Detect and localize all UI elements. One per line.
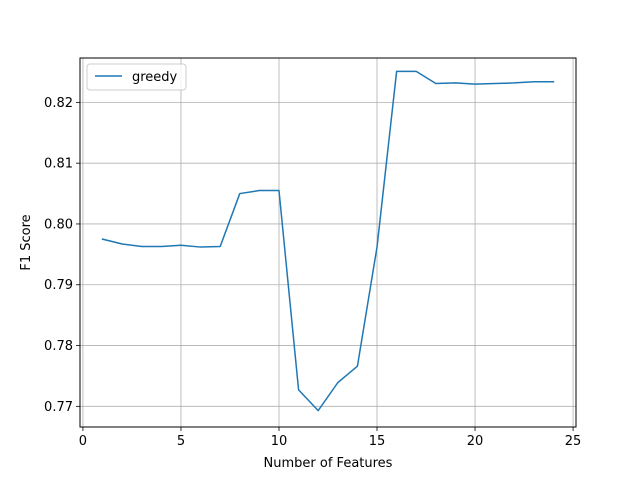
y-tick-label: 0.82 xyxy=(44,96,73,111)
legend-box xyxy=(86,63,187,91)
x-tick-label: 20 xyxy=(467,434,484,449)
x-tick-label: 25 xyxy=(565,434,582,449)
grid xyxy=(80,58,576,427)
ticks: 0 5 10 15 20 25 0.77 0.78 0.79 0.80 0.81 0.82 xyxy=(44,96,581,449)
legend: greedy xyxy=(86,63,187,91)
legend-entry-greedy: greedy xyxy=(132,70,178,85)
plot-area xyxy=(101,70,555,412)
y-tick-label: 0.79 xyxy=(44,278,73,293)
series-line-greedy xyxy=(101,70,555,412)
y-tick-label: 0.77 xyxy=(44,400,73,415)
y-tick-label: 0.80 xyxy=(44,217,73,232)
x-tick-label: 15 xyxy=(369,434,386,449)
y-axis-label: F1 Score xyxy=(19,214,34,270)
y-tick-label: 0.81 xyxy=(44,157,73,172)
x-tick-label: 5 xyxy=(177,434,185,449)
x-tick-label: 0 xyxy=(79,434,87,449)
x-tick-label: 10 xyxy=(271,434,288,449)
axes-frame xyxy=(79,57,577,428)
y-tick-label: 0.78 xyxy=(44,339,73,354)
x-axis-label: Number of Features xyxy=(264,456,393,471)
